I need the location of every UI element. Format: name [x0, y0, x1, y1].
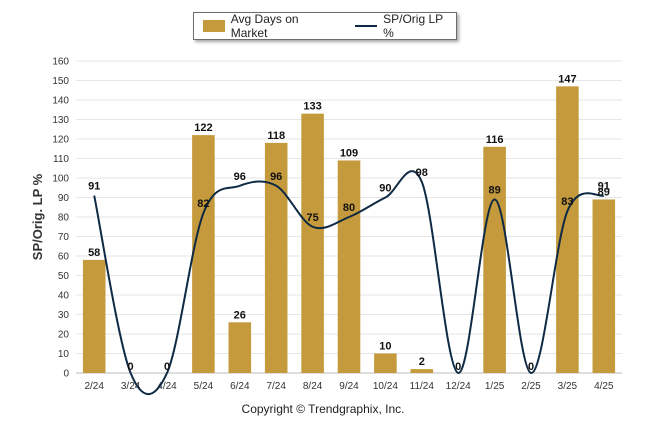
- line-value-label: 75: [306, 212, 318, 224]
- legend-item-line: SP/Orig LP %: [337, 12, 456, 40]
- y-tick-label: 40: [58, 291, 70, 302]
- bar: [82, 259, 106, 373]
- bar-value-label: 89: [598, 186, 610, 198]
- x-tick-label: 6/24: [230, 381, 250, 392]
- y-tick-label: 60: [58, 252, 70, 263]
- line-value-label: 83: [561, 196, 573, 208]
- line-value-label: 91: [88, 181, 100, 193]
- copyright-text: Copyright © Trendgraphix, Inc.: [241, 402, 405, 416]
- y-tick-label: 10: [58, 349, 70, 360]
- bar-value-label: 0: [164, 361, 170, 373]
- y-tick-label: 0: [63, 369, 69, 380]
- y-tick-label: 70: [58, 232, 70, 243]
- y-tick-label: 160: [52, 57, 69, 68]
- legend: Avg Days on Market SP/Orig LP %: [193, 12, 457, 40]
- x-tick-label: 2/24: [84, 381, 104, 392]
- line-value-label: 82: [197, 198, 209, 210]
- bar-value-label: 10: [379, 341, 391, 353]
- legend-label-line: SP/Orig LP %: [383, 12, 443, 40]
- bar-value-label: 0: [528, 361, 534, 373]
- y-tick-label: 20: [58, 330, 70, 341]
- bar: [264, 142, 288, 373]
- line-value-label: 96: [234, 171, 246, 183]
- bar-value-label: 2: [419, 356, 425, 368]
- line-value-label: 96: [270, 171, 282, 183]
- bar-value-label: 0: [455, 361, 461, 373]
- x-tick-label: 5/24: [194, 381, 214, 392]
- x-tick-label: 4/25: [594, 381, 614, 392]
- line-value-label: 80: [343, 202, 355, 214]
- bar: [301, 113, 324, 374]
- legend-label-bar: Avg Days on Market: [230, 12, 299, 40]
- line-value-label: 90: [379, 183, 391, 195]
- x-tick-label: 3/25: [558, 381, 578, 392]
- x-tick-label: 1/25: [485, 381, 505, 392]
- bar-value-label: 26: [234, 309, 246, 321]
- legend-item-bar: Avg Days on Market: [194, 12, 337, 40]
- bar: [228, 322, 252, 373]
- x-tick-label: 11/24: [410, 381, 435, 392]
- x-tick-label: 9/24: [339, 381, 359, 392]
- x-tick-label: 7/24: [266, 381, 286, 392]
- bar-value-label: 122: [194, 122, 212, 134]
- y-tick-label: 110: [53, 154, 69, 165]
- bar-value-label: 118: [267, 130, 285, 142]
- bar: [483, 146, 506, 373]
- line-value-label: 89: [488, 184, 500, 196]
- y-tick-label: 130: [52, 115, 69, 126]
- y-tick-label: 100: [52, 174, 69, 185]
- line-value-label: 98: [416, 167, 428, 179]
- y-tick-label: 150: [52, 76, 69, 87]
- legend-swatch-bar: [203, 20, 225, 32]
- bar: [556, 86, 579, 373]
- y-tick-label: 90: [58, 193, 70, 204]
- x-tick-label: 10/24: [373, 381, 398, 392]
- x-tick-label: 2/25: [521, 381, 541, 392]
- legend-swatch-line: [355, 25, 378, 27]
- x-tick-label: 3/24: [121, 381, 141, 392]
- bar: [592, 199, 616, 373]
- line-value-label: 91: [598, 181, 610, 193]
- line-series: [93, 170, 605, 395]
- bar-value-label: 109: [340, 147, 358, 159]
- y-axis-title: SP/Orig. LP %: [30, 173, 45, 260]
- bar-value-label: 0: [128, 361, 134, 373]
- bar: [192, 135, 215, 373]
- y-tick-label: 120: [52, 135, 69, 146]
- x-tick-label: 12/24: [446, 381, 471, 392]
- y-tick-label: 50: [58, 271, 70, 282]
- bar: [374, 353, 397, 373]
- bar-value-label: 116: [486, 134, 504, 146]
- y-tick-label: 80: [58, 213, 70, 224]
- bar-value-label: 133: [303, 101, 321, 113]
- bar: [410, 369, 434, 373]
- x-tick-label: 4/24: [157, 381, 177, 392]
- y-tick-label: 30: [58, 310, 70, 321]
- y-tick-label: 140: [52, 96, 69, 107]
- x-tick-label: 8/24: [303, 381, 323, 392]
- bar: [337, 160, 361, 373]
- bar-value-label: 147: [558, 73, 576, 85]
- bar-value-label: 58: [88, 247, 100, 259]
